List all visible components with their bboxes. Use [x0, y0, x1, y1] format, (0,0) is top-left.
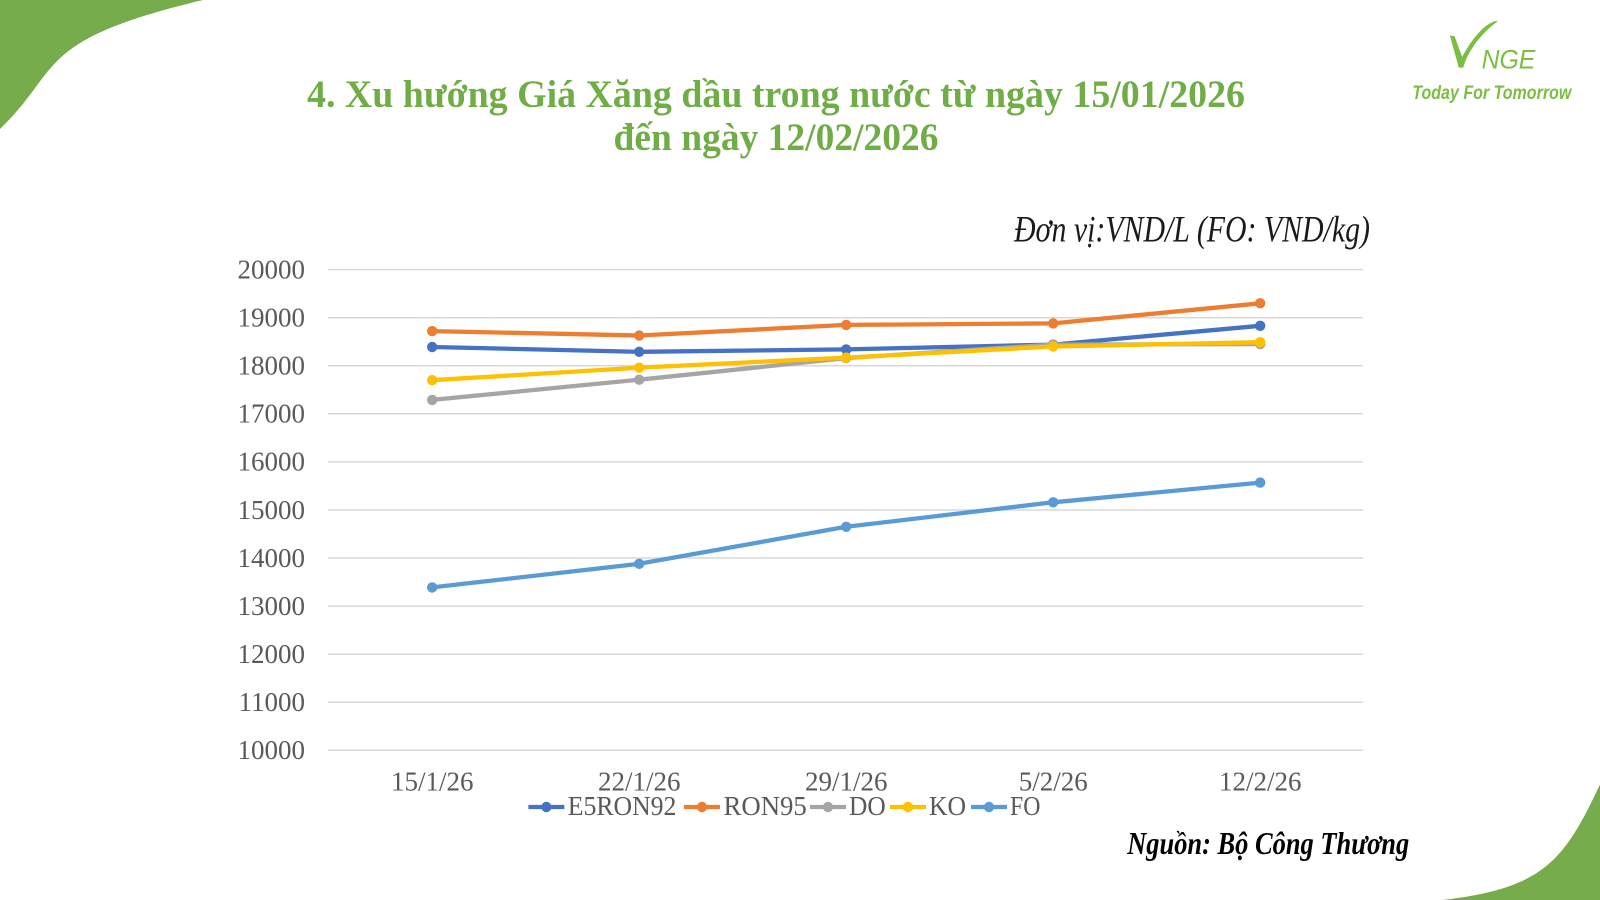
- svg-text:15/1/26: 15/1/26: [391, 767, 474, 797]
- svg-text:đến ngày 12/02/2026: đến ngày 12/02/2026: [614, 116, 939, 159]
- svg-text:Đơn vị:VND/L (FO: VND/kg): Đơn vị:VND/L (FO: VND/kg): [1013, 209, 1370, 250]
- svg-text:NGE: NGE: [1482, 45, 1537, 75]
- svg-text:19000: 19000: [238, 303, 306, 333]
- svg-text:17000: 17000: [238, 399, 306, 429]
- svg-text:15000: 15000: [238, 495, 306, 525]
- svg-text:5/2/26: 5/2/26: [1019, 767, 1088, 797]
- svg-text:10000: 10000: [238, 735, 306, 765]
- svg-text:KO: KO: [929, 791, 966, 821]
- svg-text:E5RON92: E5RON92: [568, 791, 677, 821]
- svg-text:DO: DO: [849, 791, 886, 821]
- svg-text:12000: 12000: [238, 639, 306, 669]
- svg-text:4. Xu hướng Giá Xăng dầu trong: 4. Xu hướng Giá Xăng dầu trong nước từ n…: [307, 73, 1245, 116]
- svg-text:16000: 16000: [238, 447, 306, 477]
- svg-text:29/1/26: 29/1/26: [805, 767, 888, 797]
- svg-text:22/1/26: 22/1/26: [598, 767, 681, 797]
- svg-text:14000: 14000: [238, 543, 306, 573]
- svg-text:18000: 18000: [238, 351, 306, 381]
- svg-text:Nguồn: Bộ Công Thương: Nguồn: Bộ Công Thương: [1126, 825, 1409, 861]
- svg-text:Today For Tomorrow: Today For Tomorrow: [1412, 83, 1572, 104]
- svg-text:13000: 13000: [238, 591, 306, 621]
- svg-text:RON95: RON95: [724, 791, 807, 821]
- svg-text:11000: 11000: [239, 687, 306, 717]
- svg-text:20000: 20000: [238, 254, 306, 284]
- svg-text:FO: FO: [1010, 791, 1040, 821]
- svg-text:12/2/26: 12/2/26: [1219, 767, 1302, 797]
